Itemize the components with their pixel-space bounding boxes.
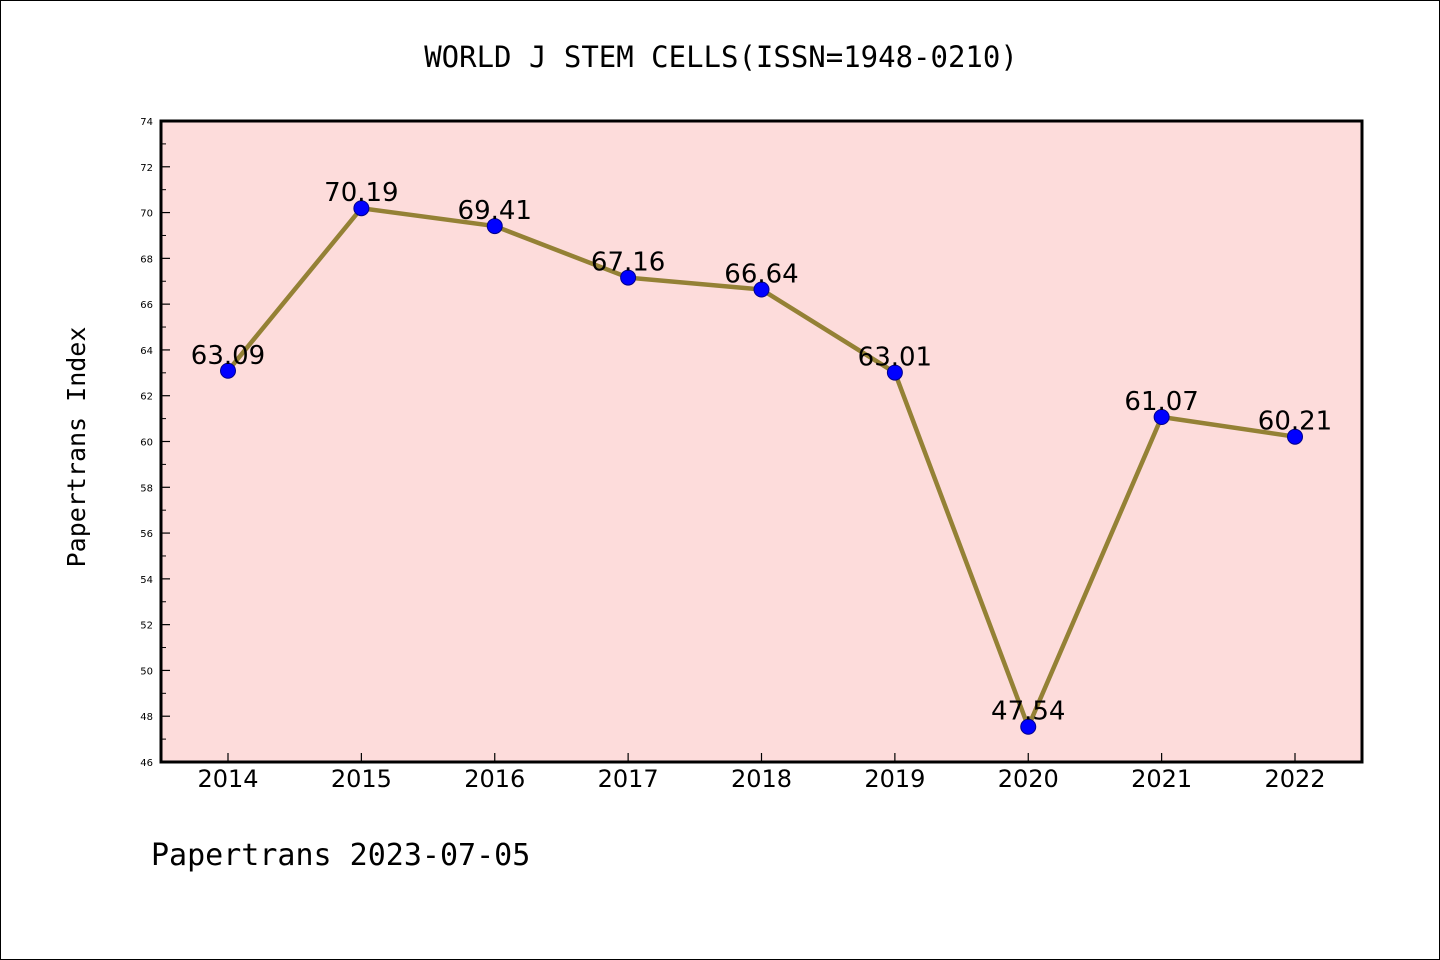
y-tick-label: 48 [140, 712, 153, 723]
data-label: 63.01 [858, 343, 932, 373]
x-tick-label: 2018 [731, 765, 792, 793]
x-tick-label: 2017 [598, 765, 659, 793]
data-point [353, 200, 370, 217]
data-point [486, 218, 503, 235]
y-tick-label: 56 [140, 529, 153, 540]
data-label: 47.54 [991, 697, 1065, 727]
data-point [1020, 718, 1037, 735]
data-point [1153, 409, 1170, 426]
x-tick-label: 2020 [998, 765, 1059, 793]
y-tick-label: 58 [140, 483, 153, 494]
y-axis-label: Papertrans Index [62, 327, 91, 568]
x-tick-label: 2014 [197, 765, 258, 793]
data-point [1287, 428, 1303, 445]
y-tick-label: 66 [140, 300, 153, 311]
y-tick-label: 52 [140, 621, 153, 632]
plot-frame [159, 119, 1364, 764]
y-tick-label: 50 [140, 666, 153, 677]
x-axis: 2014 2015 2016 2017 2018 2019 2020 2021 2022 [197, 753, 1326, 793]
data-label: 60.21 [1258, 407, 1332, 437]
x-tick-label: 2019 [864, 765, 925, 793]
data-labels: 63.09 70.19 69.41 67.16 66.64 63.01 47.54 61.07… [191, 178, 1332, 727]
series-layer [220, 200, 1303, 735]
data-label: 70.19 [324, 178, 398, 208]
data-label: 66.64 [724, 259, 798, 289]
plot-area [161, 121, 1362, 762]
x-tick-label: 2016 [464, 765, 525, 793]
data-label: 69.41 [458, 196, 532, 226]
y-tick-label: 60 [140, 438, 153, 449]
data-label: 67.16 [591, 248, 665, 278]
y-tick-label: 72 [140, 163, 153, 174]
y-tick-label: 70 [140, 209, 153, 220]
y-tick-label: 64 [140, 346, 153, 357]
y-tick-label: 54 [140, 575, 153, 586]
data-point [886, 364, 903, 381]
y-tick-label: 74 [140, 117, 153, 128]
data-point [620, 269, 637, 286]
data-point [753, 281, 770, 298]
chart-title: WORLD J STEM CELLS(ISSN=1948-0210) [424, 40, 1018, 74]
data-label: 63.09 [191, 341, 265, 371]
x-tick-label: 2021 [1131, 765, 1192, 793]
data-point [220, 362, 236, 379]
y-tick-label: 68 [140, 254, 153, 265]
footer-text: Papertrans 2023-07-05 [151, 838, 530, 873]
x-tick-label: 2022 [1264, 765, 1325, 793]
y-axis: 46 48 50 52 54 56 58 60 62 64 66 68 70 72 74 [140, 117, 170, 769]
x-tick-label: 2015 [331, 765, 392, 793]
y-tick-label: 46 [140, 758, 153, 769]
y-tick-label: 62 [140, 392, 153, 403]
data-label: 61.07 [1124, 387, 1198, 417]
